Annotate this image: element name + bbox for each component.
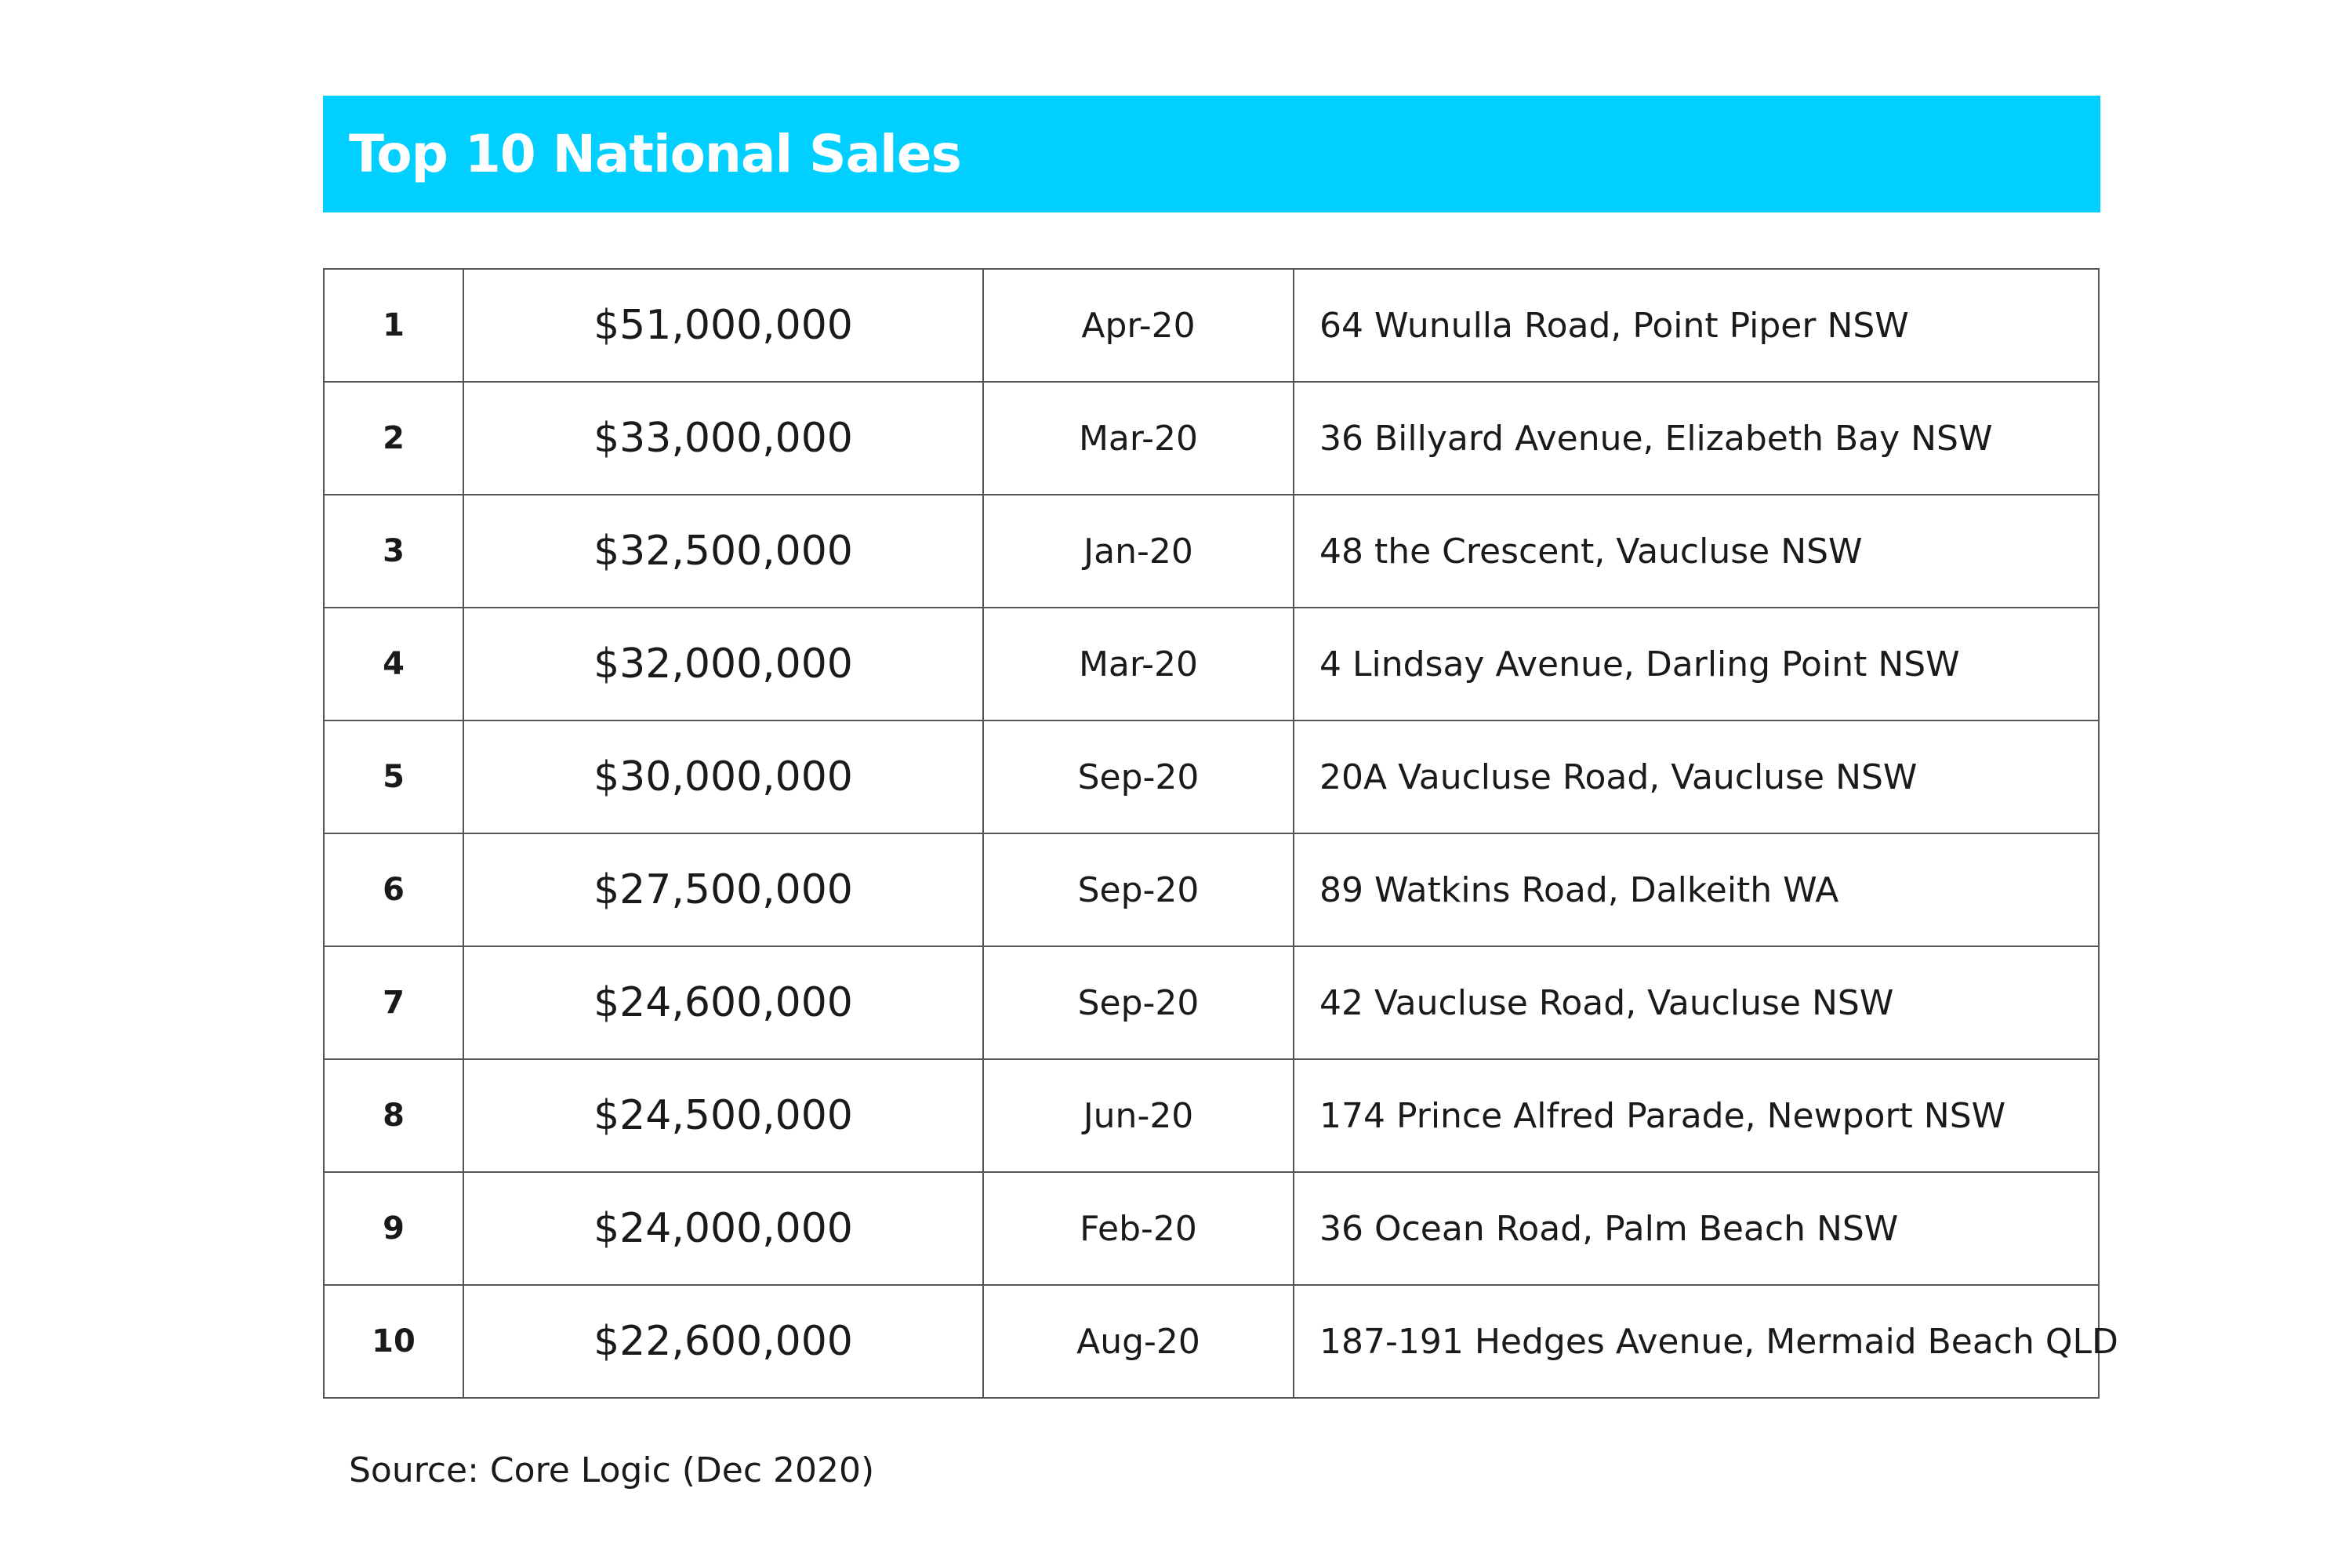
date-cell: Sep-20 (982, 720, 1294, 834)
table-row: 4 $32,000,000 Mar-20 4 Lindsay Avenue, Darl… (323, 607, 2100, 721)
price-cell: $24,000,000 (463, 1171, 984, 1286)
price-cell: $22,600,000 (463, 1284, 984, 1399)
rank-cell: 3 (323, 494, 464, 608)
rank-cell: 1 (323, 268, 464, 383)
sales-table: 1 $51,000,000 Apr-20 64 Wunulla Road, Point… (323, 268, 2118, 1399)
date-cell: Sep-20 (982, 946, 1294, 1060)
rank-cell: 9 (323, 1171, 464, 1286)
price-cell: $32,500,000 (463, 494, 984, 608)
date-cell: Sep-20 (982, 833, 1294, 947)
address-cell: 174 Prince Alfred Parade, Newport NSW (1293, 1058, 2100, 1173)
address-cell: 42 Vaucluse Road, Vaucluse NSW (1293, 946, 2100, 1060)
table-row: 2 $33,000,000 Mar-20 36 Billyard Avenue, El… (323, 381, 2100, 495)
address-cell: 48 the Crescent, Vaucluse NSW (1293, 494, 2100, 608)
price-cell: $33,000,000 (463, 381, 984, 495)
address-cell: 4 Lindsay Avenue, Darling Point NSW (1293, 607, 2100, 721)
date-cell: Apr-20 (982, 268, 1294, 383)
price-cell: $24,600,000 (463, 946, 984, 1060)
source-note: Source: Core Logic (Dec 2020) (349, 1450, 875, 1490)
table-row: 8 $24,500,000 Jun-20 174 Prince Alfred Para… (323, 1058, 2100, 1173)
table-row: 6 $27,500,000 Sep-20 89 Watkins Road, Dalke… (323, 833, 2100, 947)
rank-cell: 8 (323, 1058, 464, 1173)
price-cell: $32,000,000 (463, 607, 984, 721)
title: Top 10 National Sales (349, 124, 962, 184)
address-cell: 36 Ocean Road, Palm Beach NSW (1293, 1171, 2100, 1286)
price-cell: $24,500,000 (463, 1058, 984, 1173)
date-cell: Jun-20 (982, 1058, 1294, 1173)
table-row: 9 $24,000,000 Feb-20 36 Ocean Road, Palm Be… (323, 1171, 2100, 1286)
price-cell: $30,000,000 (463, 720, 984, 834)
address-cell: 36 Billyard Avenue, Elizabeth Bay NSW (1293, 381, 2100, 495)
rank-cell: 6 (323, 833, 464, 947)
table-row: 3 $32,500,000 Jan-20 48 the Crescent, Vaucl… (323, 494, 2100, 608)
rank-cell: 2 (323, 381, 464, 495)
header-bar: Top 10 National Sales (323, 96, 2100, 212)
rank-cell: 7 (323, 946, 464, 1060)
rank-cell: 4 (323, 607, 464, 721)
date-cell: Mar-20 (982, 607, 1294, 721)
address-cell: 64 Wunulla Road, Point Piper NSW (1293, 268, 2100, 383)
address-cell: 89 Watkins Road, Dalkeith WA (1293, 833, 2100, 947)
address-cell: 20A Vaucluse Road, Vaucluse NSW (1293, 720, 2100, 834)
date-cell: Feb-20 (982, 1171, 1294, 1286)
rank-cell: 10 (323, 1284, 464, 1399)
address-cell: 187-191 Hedges Avenue, Mermaid Beach QLD (1293, 1284, 2118, 1399)
table-row: 5 $30,000,000 Sep-20 20A Vaucluse Road, Vau… (323, 720, 2100, 834)
date-cell: Mar-20 (982, 381, 1294, 495)
table-row: 7 $24,600,000 Sep-20 42 Vaucluse Road, Vauc… (323, 946, 2100, 1060)
date-cell: Aug-20 (982, 1284, 1294, 1399)
price-cell: $27,500,000 (463, 833, 984, 947)
rank-cell: 5 (323, 720, 464, 834)
table-row: 1 $51,000,000 Apr-20 64 Wunulla Road, Point… (323, 268, 2100, 383)
table-body: 1 $51,000,000 Apr-20 64 Wunulla Road, Point… (323, 268, 2118, 1399)
table-row: 10 $22,600,000 Aug-20 187-191 Hedges Avenue… (323, 1284, 2118, 1399)
date-cell: Jan-20 (982, 494, 1294, 608)
price-cell: $51,000,000 (463, 268, 984, 383)
